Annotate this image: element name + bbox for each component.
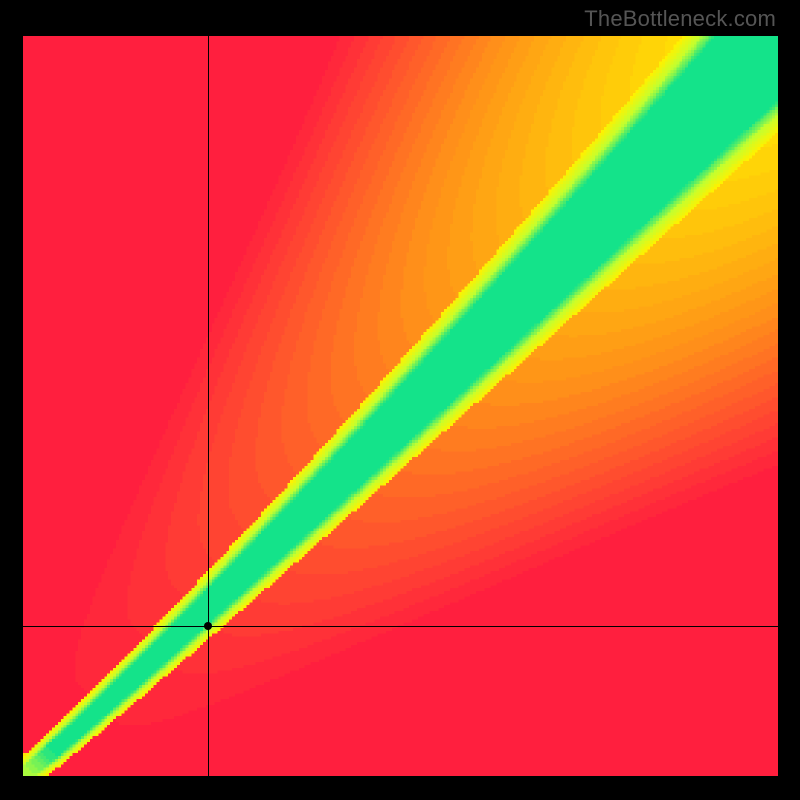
heatmap-plot-area [23, 36, 778, 776]
crosshair-horizontal [23, 626, 778, 627]
watermark-text: TheBottleneck.com [584, 6, 776, 32]
crosshair-vertical [208, 36, 209, 776]
crosshair-marker-dot [204, 622, 212, 630]
heatmap-canvas [23, 36, 778, 776]
chart-frame: TheBottleneck.com [0, 0, 800, 800]
